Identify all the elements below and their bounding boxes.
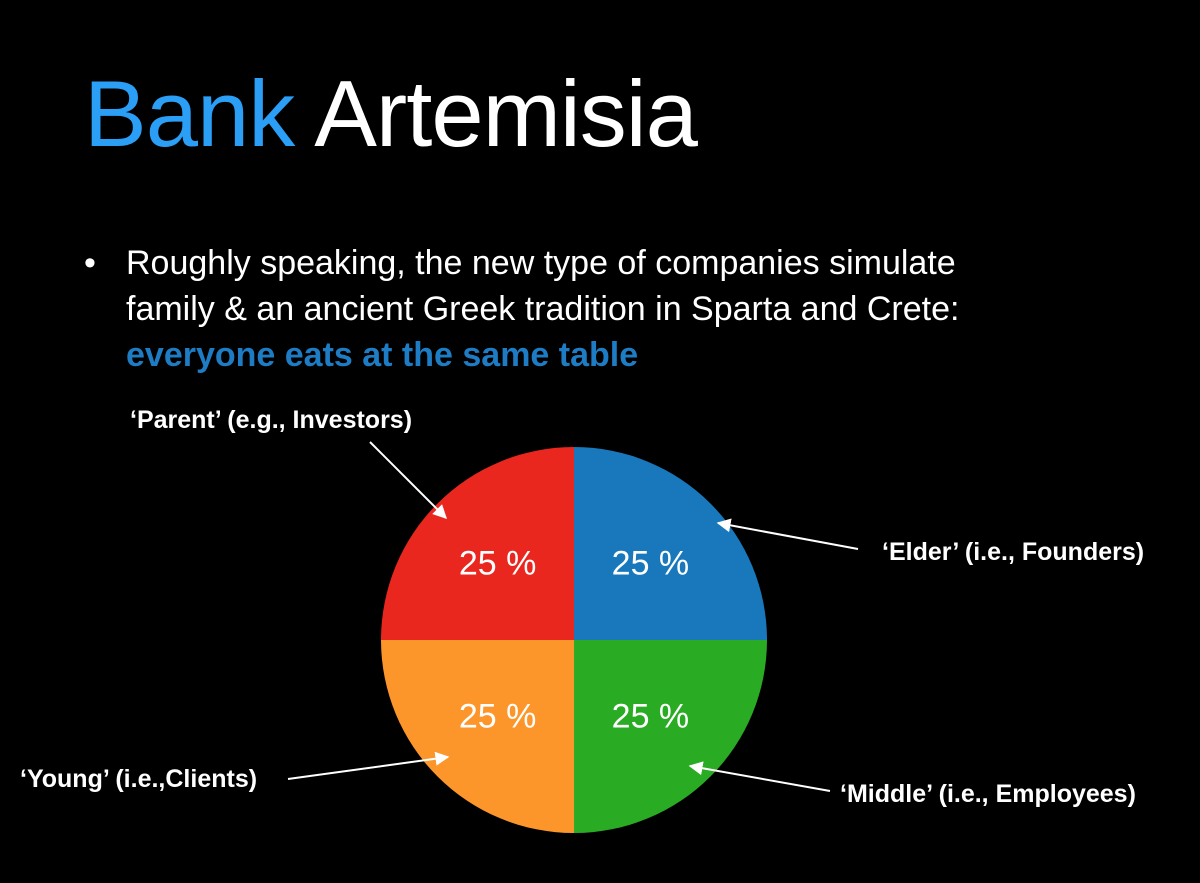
pie-slice-label-young: 25 % xyxy=(459,697,537,735)
callout-arrow-parent xyxy=(369,441,447,519)
bullet-line-2: family & an ancient Greek tradition in S… xyxy=(126,290,960,328)
pie-slice-elder xyxy=(574,447,767,640)
bullet-highlight: everyone eats at the same table xyxy=(126,336,639,374)
callout-parent: ‘Parent’ (e.g., Investors) xyxy=(130,406,413,434)
callout-elder: ‘Elder’ (i.e., Founders) xyxy=(882,538,1145,566)
pie-slice-parent xyxy=(381,447,574,640)
slide-title: Bank Artemisia xyxy=(84,61,698,166)
pie-slice-label-middle: 25 % xyxy=(612,697,690,735)
pie-slice-label-parent: 25 % xyxy=(459,545,537,583)
bullet-text: Roughly speaking, the new type of compan… xyxy=(126,240,1164,378)
callout-arrow-young xyxy=(287,751,450,780)
pie-slice-label-elder: 25 % xyxy=(612,545,690,583)
title-bank: Bank xyxy=(84,61,295,166)
callout-arrow-elder xyxy=(716,518,859,550)
pie-slice-labels: 25 % 25 % 25 % 25 % xyxy=(459,545,689,736)
callout-middle: ‘Middle’ (i.e., Employees) xyxy=(840,780,1136,808)
callout-young: ‘Young’ (i.e.,Clients) xyxy=(20,765,258,793)
bullet-dot-icon: • xyxy=(84,244,96,282)
bullet-point: • Roughly speaking, the new type of comp… xyxy=(84,240,1164,378)
title-artemisia: Artemisia xyxy=(314,61,698,166)
callout-arrows xyxy=(287,441,859,792)
pie-slice-middle xyxy=(574,640,767,833)
callout-arrow-middle xyxy=(688,761,831,792)
pie-slices xyxy=(381,447,767,833)
bullet-line-1: Roughly speaking, the new type of compan… xyxy=(126,244,956,282)
pie-slice-young xyxy=(381,640,574,833)
